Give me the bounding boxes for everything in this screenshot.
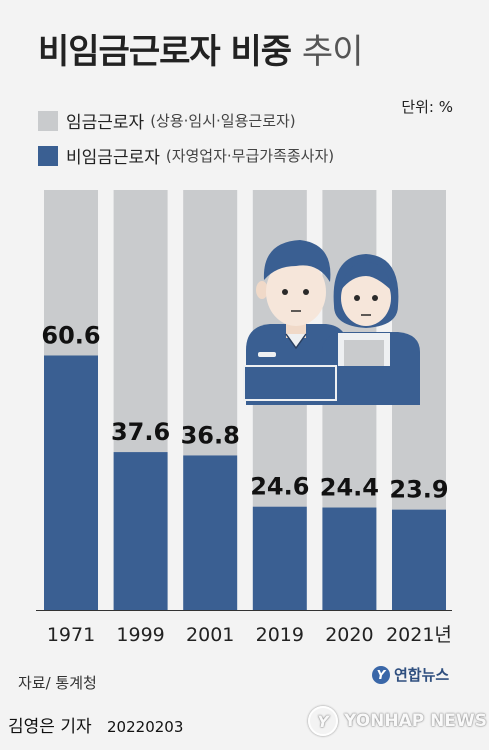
reporter-credit: 김영은 기자 20220203 [8, 712, 183, 737]
chart-title-light: 추이 [301, 32, 364, 72]
data-label-0: 60.6 [41, 321, 100, 349]
bar-nonwage-4 [322, 507, 377, 610]
x-tick-label-3: 2019 [256, 624, 304, 646]
watermark-mark-icon: Y [308, 706, 338, 736]
counter-icon [243, 365, 337, 401]
bar-group: 60.6 1971 37.6 1999 36.8 2001 24.6 2019 24.4 2020… [36, 190, 452, 646]
bar-wage-1 [113, 190, 168, 453]
x-tick-label-2: 2001 [186, 624, 234, 646]
legend-item-nonwage: 비임금근로자 (자영업자·무급가족종사자) [38, 143, 334, 168]
legend-detail-wage: (상용·임시·일용근로자) [150, 112, 296, 130]
yonhap-mark-icon: Y [372, 665, 390, 684]
chart-title-bold: 비임금근로자 비중 [38, 32, 292, 72]
legend-label-nonwage: 비임금근로자 [66, 148, 160, 168]
woman-figure-icon [322, 254, 420, 405]
data-label-3: 24.6 [250, 473, 309, 501]
bar-nonwage-1 [113, 452, 168, 610]
data-label-2: 36.8 [181, 421, 240, 449]
workers-illustration [243, 240, 420, 405]
legend-swatch-nonwage [38, 145, 58, 166]
watermark-text: YONHAP NEWS [344, 711, 487, 731]
publish-date: 20220203 [107, 718, 184, 736]
x-tick-label-0: 1971 [47, 624, 95, 646]
bar-wage-0 [44, 190, 98, 356]
legend-swatch-wage [38, 110, 58, 131]
source-note: 자료/ 통계청 [18, 674, 97, 692]
bar-nonwage-2 [183, 455, 238, 610]
bar-nonwage-0 [44, 355, 98, 610]
chart-title: 비임금근로자 비중 추이 [38, 24, 364, 73]
unit-label: 단위: % [401, 98, 453, 116]
yonhap-logo-text: 연합뉴스 [394, 666, 450, 684]
x-tick-label-5: 2021년 [386, 624, 452, 646]
yonhap-watermark: Y YONHAP NEWS [308, 706, 487, 736]
bar-wage-2 [183, 190, 238, 456]
legend-detail-nonwage: (자영업자·무급가족종사자) [165, 147, 335, 165]
yonhap-logo: Y 연합뉴스 [372, 664, 449, 685]
legend-item-wage: 임금근로자 (상용·임시·일용근로자) [38, 108, 296, 133]
bar-nonwage-5 [392, 509, 446, 610]
data-label-1: 37.6 [111, 418, 170, 446]
legend-label-wage: 임금근로자 [66, 113, 145, 133]
bar-nonwage-3 [252, 506, 307, 610]
x-tick-label-4: 2020 [325, 624, 373, 646]
reporter-name: 김영은 기자 [8, 717, 92, 737]
data-label-5: 23.9 [389, 476, 448, 504]
data-label-4: 24.4 [320, 474, 379, 502]
x-tick-label-1: 1999 [116, 624, 164, 646]
